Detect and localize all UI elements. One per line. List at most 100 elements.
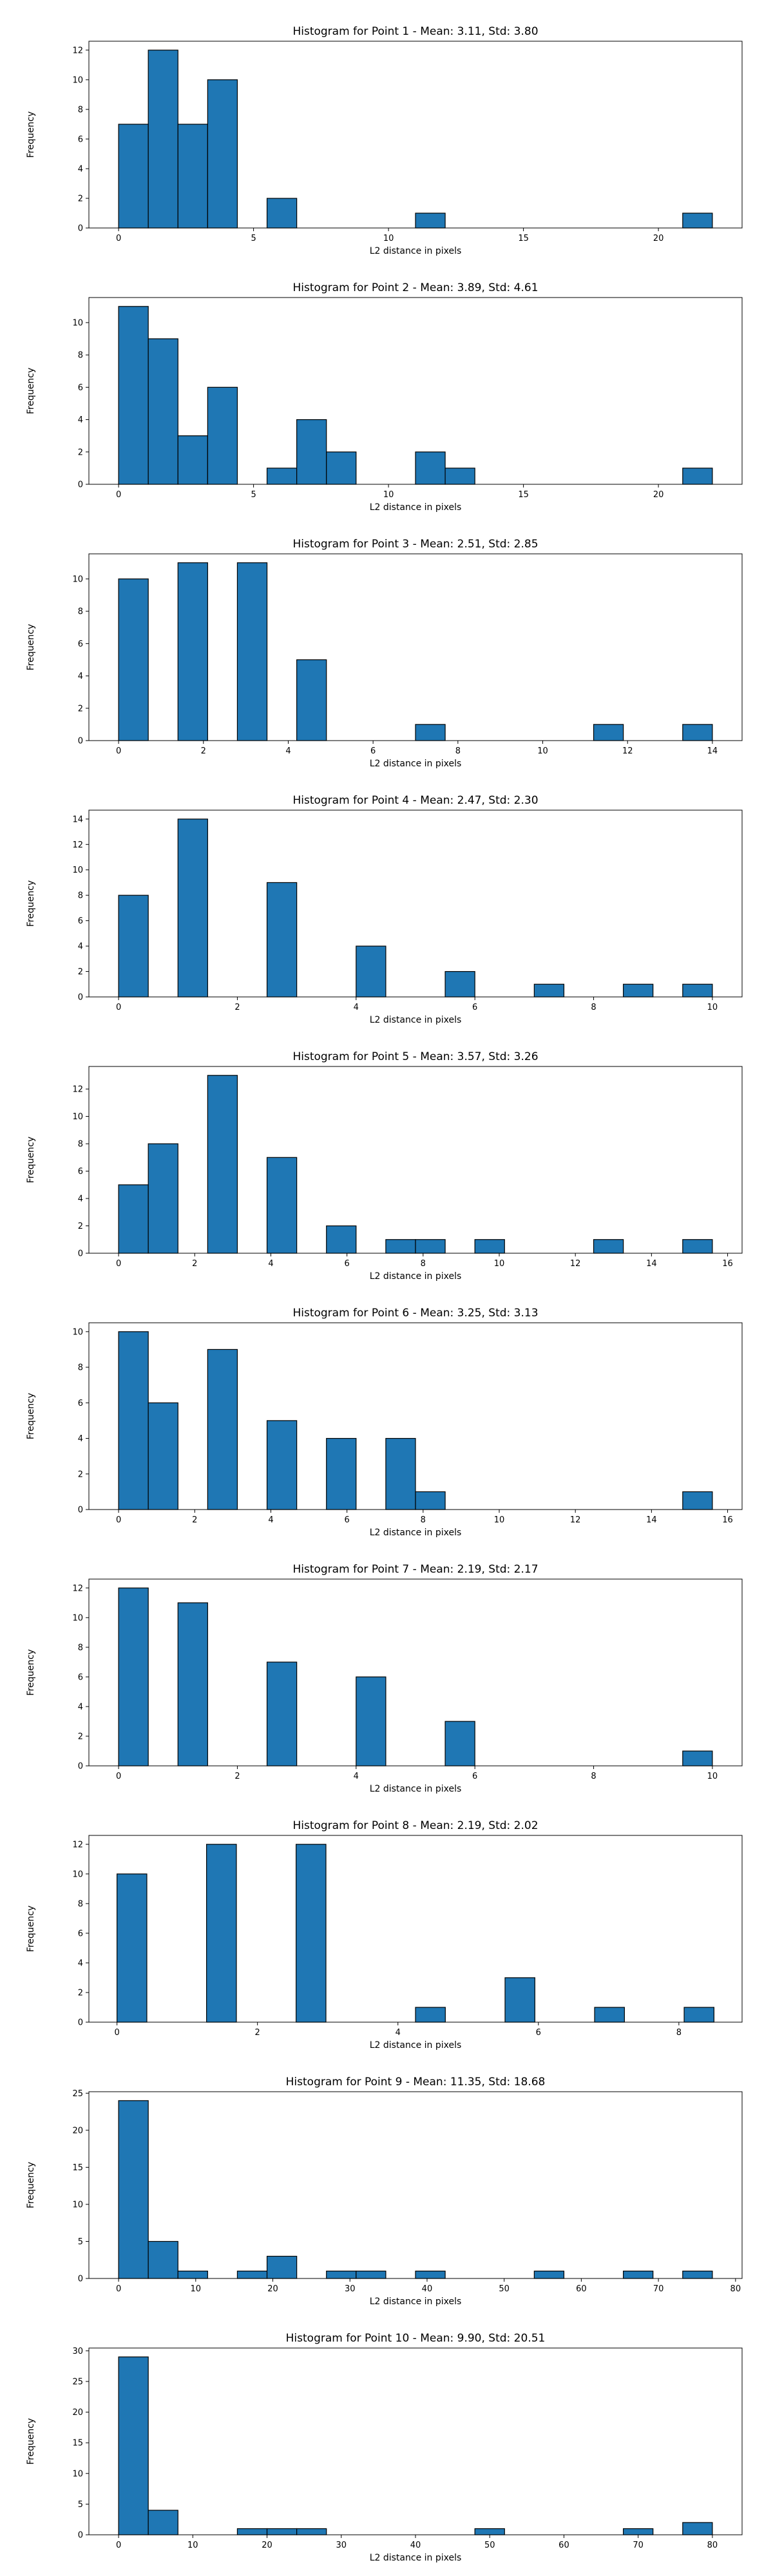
histogram-bar <box>118 1331 149 1510</box>
histogram-bar <box>415 724 446 741</box>
y-tick-label: 0 <box>78 2531 83 2541</box>
x-tick-label: 70 <box>653 2284 664 2294</box>
x-tick-label: 0 <box>116 1259 121 1269</box>
histogram-bar <box>474 2528 505 2535</box>
x-tick-label: 2 <box>255 2028 260 2038</box>
histogram-bar <box>444 971 475 998</box>
y-tick-label: 4 <box>78 415 83 425</box>
histogram-panel-9: Histogram for Point 9 - Mean: 11.35, Std… <box>26 2076 743 2307</box>
y-tick-label: 10 <box>72 574 83 584</box>
y-axis-label: Frequency <box>26 2162 36 2208</box>
x-tick-label: 5 <box>251 490 256 500</box>
y-tick-label: 10 <box>72 1613 83 1623</box>
histogram-panel-10: Histogram for Point 10 - Mean: 9.90, Std… <box>26 2332 743 2563</box>
axes-frame <box>88 297 743 485</box>
histogram-bar <box>326 2270 357 2279</box>
histogram-bar <box>148 50 178 229</box>
chart-title: Histogram for Point 9 - Mean: 11.35, Std… <box>286 2076 546 2088</box>
histogram-panel-8: Histogram for Point 8 - Mean: 2.19, Std:… <box>26 1819 743 2050</box>
y-tick-label: 6 <box>78 916 83 926</box>
histogram-bar <box>236 2528 268 2535</box>
y-tick-label: 2 <box>78 194 83 204</box>
x-tick-label: 6 <box>344 1259 349 1269</box>
axes-frame <box>88 553 743 741</box>
y-tick-label: 5 <box>78 2500 83 2510</box>
x-tick-label: 0 <box>116 234 121 243</box>
y-tick-label: 10 <box>72 2469 83 2479</box>
x-tick-label: 12 <box>570 1515 581 1525</box>
x-tick-label: 16 <box>722 1515 733 1525</box>
y-tick-label: 2 <box>78 967 83 977</box>
x-tick-label: 20 <box>267 2284 278 2294</box>
x-tick-label: 2 <box>192 1515 197 1525</box>
x-tick-label: 12 <box>570 1259 581 1269</box>
x-tick-label: 70 <box>633 2541 644 2550</box>
histogram-bar <box>385 1239 416 1254</box>
x-tick-label: 14 <box>707 746 718 756</box>
histogram-bar <box>415 451 446 485</box>
axes-frame <box>88 1322 743 1510</box>
histogram-panel-2: Histogram for Point 2 - Mean: 3.89, Std:… <box>26 281 743 513</box>
y-tick-label: 6 <box>78 135 83 144</box>
y-axis-label: Frequency <box>26 1393 36 1439</box>
y-axis-label: Frequency <box>26 1906 36 1952</box>
x-tick-label: 20 <box>653 234 664 243</box>
x-tick-label: 0 <box>116 1003 121 1012</box>
histogram-bar <box>623 2528 654 2535</box>
x-axis-label: L2 distance in pixels <box>370 2040 462 2050</box>
x-tick-label: 0 <box>116 2541 121 2550</box>
x-tick-label: 2 <box>201 746 206 756</box>
y-tick-label: 4 <box>78 672 83 681</box>
histogram-bar <box>207 1075 238 1254</box>
y-tick-label: 4 <box>78 942 83 952</box>
y-tick-label: 0 <box>78 993 83 1003</box>
histogram-bar <box>148 2510 178 2535</box>
chart-title: Histogram for Point 3 - Mean: 2.51, Std:… <box>292 538 538 551</box>
x-tick-label: 50 <box>499 2284 510 2294</box>
x-tick-label: 10 <box>494 1259 505 1269</box>
y-tick-label: 10 <box>72 1870 83 1879</box>
histogram-bar <box>682 2522 713 2535</box>
x-tick-label: 4 <box>285 746 291 756</box>
histogram-bar <box>474 1239 505 1254</box>
histogram-bar <box>623 2270 654 2279</box>
y-tick-label: 12 <box>72 1840 83 1850</box>
y-tick-label: 4 <box>78 164 83 174</box>
chart-title: Histogram for Point 7 - Mean: 2.19, Std:… <box>292 1563 538 1576</box>
y-tick-label: 0 <box>78 1506 83 1515</box>
y-tick-label: 10 <box>72 318 83 328</box>
histogram-bar <box>177 2270 208 2279</box>
y-tick-label: 30 <box>72 2347 83 2356</box>
histogram-bar <box>385 1437 416 1510</box>
histogram-bar <box>415 1239 446 1254</box>
y-tick-label: 0 <box>78 1762 83 1772</box>
histogram-bar <box>266 2255 298 2279</box>
x-tick-label: 4 <box>354 1003 359 1012</box>
x-tick-label: 16 <box>722 1259 733 1269</box>
histogram-bar <box>148 1402 178 1510</box>
histogram-bar <box>533 2270 565 2279</box>
x-tick-label: 5 <box>251 234 256 243</box>
histogram-bar <box>207 79 238 229</box>
chart-title: Histogram for Point 6 - Mean: 3.25, Std:… <box>292 1307 538 1320</box>
axes-frame <box>88 1066 743 1254</box>
y-axis-label: Frequency <box>26 1137 36 1183</box>
y-tick-label: 0 <box>78 2018 83 2028</box>
histogram-bar <box>118 1184 149 1254</box>
x-tick-label: 0 <box>116 1515 121 1525</box>
x-tick-label: 15 <box>518 234 529 243</box>
histogram-bar <box>415 1491 446 1510</box>
x-axis-label: L2 distance in pixels <box>370 1015 462 1025</box>
histogram-bar <box>533 983 565 998</box>
histogram-bar <box>504 1977 535 2023</box>
x-tick-label: 20 <box>262 2541 272 2550</box>
axes-frame <box>88 1578 743 1766</box>
y-tick-label: 4 <box>78 1702 83 1712</box>
x-tick-label: 6 <box>472 1003 477 1012</box>
histogram-bar <box>356 945 386 998</box>
y-tick-label: 14 <box>72 815 83 824</box>
x-tick-label: 0 <box>116 746 121 756</box>
y-tick-label: 4 <box>78 1958 83 1968</box>
x-tick-label: 8 <box>591 1772 596 1781</box>
